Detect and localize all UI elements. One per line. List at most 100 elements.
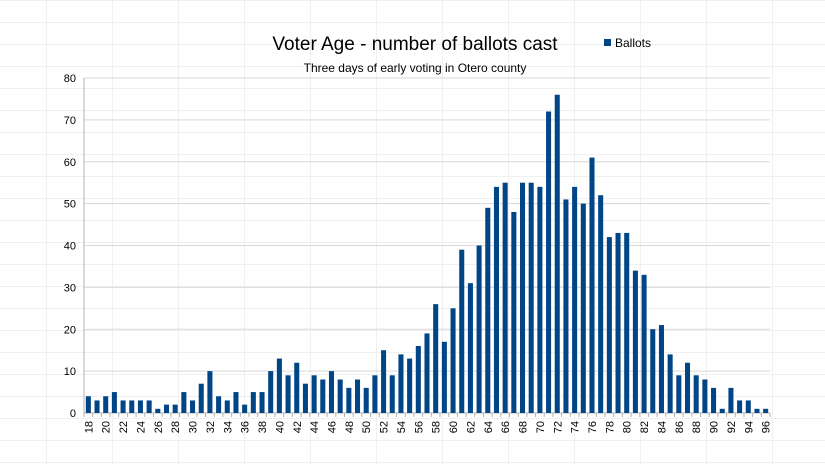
x-tick-label: 36 bbox=[240, 421, 252, 433]
y-tick-label: 80 bbox=[64, 73, 76, 85]
bar bbox=[650, 329, 656, 413]
bar bbox=[589, 157, 595, 413]
bar bbox=[250, 392, 256, 413]
bar bbox=[415, 346, 421, 413]
x-tick-label: 64 bbox=[483, 421, 495, 433]
x-tick-label: 24 bbox=[135, 421, 147, 433]
bar bbox=[546, 111, 552, 413]
bar bbox=[433, 304, 439, 414]
bar bbox=[728, 387, 734, 414]
bar bbox=[502, 182, 508, 413]
bar bbox=[693, 375, 699, 413]
bar bbox=[198, 383, 204, 413]
bar bbox=[302, 383, 308, 413]
bar bbox=[711, 387, 717, 414]
bar bbox=[763, 408, 769, 413]
bar bbox=[259, 392, 265, 413]
bar bbox=[407, 358, 413, 413]
bar bbox=[372, 375, 378, 413]
bar bbox=[606, 237, 612, 414]
bar bbox=[745, 400, 751, 413]
bar bbox=[424, 333, 430, 413]
y-tick-label: 60 bbox=[64, 157, 76, 169]
bar bbox=[328, 371, 334, 414]
legend: Ballots bbox=[604, 36, 651, 50]
x-tick-label: 34 bbox=[222, 421, 234, 433]
bar bbox=[355, 379, 361, 413]
bar bbox=[667, 354, 673, 414]
legend-label: Ballots bbox=[615, 36, 651, 50]
x-tick-label: 84 bbox=[656, 421, 668, 433]
x-tick-label: 78 bbox=[604, 421, 616, 433]
bar bbox=[224, 400, 230, 413]
x-tick-label: 30 bbox=[188, 421, 200, 433]
x-tick-label: 92 bbox=[726, 421, 738, 433]
bar bbox=[94, 400, 100, 413]
bar bbox=[563, 199, 569, 413]
bar bbox=[737, 400, 743, 413]
x-axis: 18 20 22 24 26 28 30 32 34 36 38 40 42 44 46 48 50 52 54 56… bbox=[83, 413, 773, 433]
x-tick-label: 44 bbox=[309, 421, 321, 433]
y-tick-label: 50 bbox=[64, 199, 76, 211]
bar bbox=[485, 207, 491, 413]
x-tick-label: 32 bbox=[205, 421, 217, 433]
chart-title: Voter Age - number of ballots cast bbox=[272, 34, 558, 55]
bar bbox=[754, 408, 760, 413]
bar bbox=[389, 375, 395, 413]
x-tick-label: 22 bbox=[118, 421, 130, 433]
bar bbox=[684, 362, 691, 413]
x-tick-label: 60 bbox=[448, 421, 460, 433]
bar bbox=[120, 400, 126, 413]
x-tick-label: 66 bbox=[500, 421, 512, 433]
x-tick-label: 72 bbox=[552, 421, 564, 433]
x-tick-label: 68 bbox=[518, 421, 530, 433]
bar bbox=[103, 396, 109, 413]
chart-subtitle: Three days of early voting in Otero coun… bbox=[304, 61, 527, 75]
bar bbox=[641, 274, 647, 413]
x-tick-label: 74 bbox=[570, 421, 582, 433]
bar bbox=[285, 375, 291, 413]
x-tick-label: 76 bbox=[587, 421, 599, 433]
y-tick-label: 0 bbox=[70, 408, 76, 420]
x-tick-label: 46 bbox=[326, 421, 338, 433]
x-tick-label: 26 bbox=[153, 421, 165, 433]
bar bbox=[311, 375, 317, 413]
bar bbox=[85, 396, 91, 413]
bar bbox=[111, 392, 117, 413]
bar bbox=[632, 270, 638, 414]
bar bbox=[537, 186, 543, 413]
y-tick-label: 20 bbox=[64, 324, 76, 336]
x-tick-label: 94 bbox=[743, 421, 755, 433]
x-tick-label: 42 bbox=[292, 421, 304, 433]
x-tick-label: 82 bbox=[639, 421, 651, 433]
bars bbox=[85, 94, 769, 414]
y-tick-label: 70 bbox=[64, 115, 76, 127]
bar bbox=[181, 392, 187, 413]
bar bbox=[719, 408, 725, 413]
x-tick-label: 20 bbox=[101, 421, 113, 433]
x-tick-label: 28 bbox=[170, 421, 182, 433]
bar bbox=[615, 232, 621, 413]
x-tick-label: 38 bbox=[257, 421, 269, 433]
bar bbox=[658, 325, 664, 413]
bar bbox=[398, 354, 404, 414]
bar bbox=[580, 203, 586, 414]
x-tick-label: 90 bbox=[709, 421, 721, 433]
bar bbox=[129, 400, 135, 413]
x-tick-label: 86 bbox=[674, 421, 686, 433]
bar bbox=[163, 404, 170, 414]
bar bbox=[137, 400, 143, 413]
bar bbox=[172, 404, 178, 414]
bar bbox=[294, 362, 300, 413]
bar bbox=[242, 404, 248, 414]
y-tick-label: 40 bbox=[64, 241, 76, 253]
x-tick-label: 18 bbox=[83, 421, 95, 433]
bar bbox=[459, 249, 465, 413]
x-tick-label: 88 bbox=[691, 421, 703, 433]
x-tick-label: 80 bbox=[622, 421, 634, 433]
x-tick-label: 52 bbox=[379, 421, 391, 433]
x-tick-label: 50 bbox=[361, 421, 373, 433]
y-axis: 0 10 20 30 40 50 60 70 80 bbox=[64, 73, 76, 420]
x-tick-label: 58 bbox=[431, 421, 443, 433]
